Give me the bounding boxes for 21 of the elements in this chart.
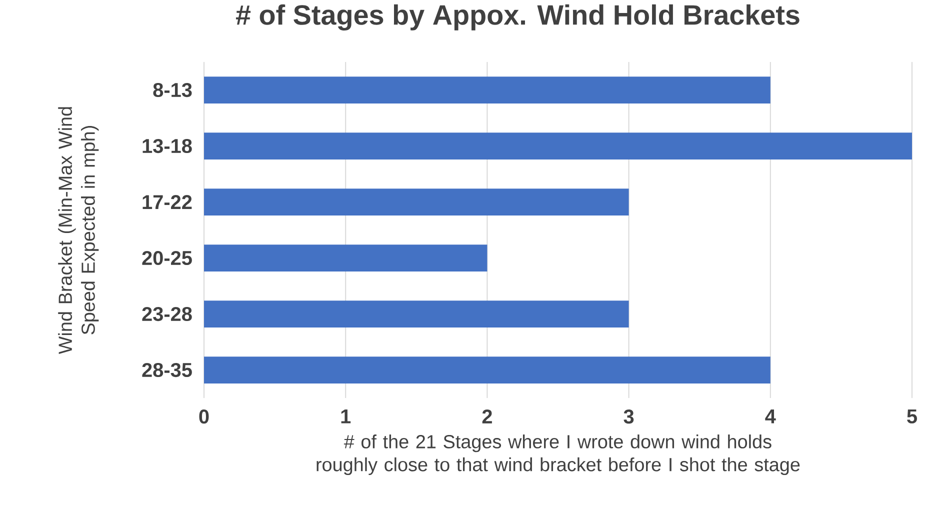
chart-title: # of Stages by Appox. Wind Hold Brackets <box>236 4 800 31</box>
y-tick-label: 13-18 <box>142 138 192 154</box>
x-axis-title: # of the 21 Stages where I wrote down wind holds roughly close to that wind bracket before I shot the stage <box>316 434 800 476</box>
x-tick-label: 1 <box>341 410 351 424</box>
y-tick-label: 20-25 <box>142 250 192 266</box>
bar <box>204 356 770 384</box>
bar <box>204 300 629 328</box>
bar <box>204 76 770 104</box>
x-tick-label: 3 <box>624 410 634 424</box>
x-tick-label: 2 <box>482 410 492 424</box>
bar <box>204 188 629 216</box>
x-tick-label: 4 <box>765 410 776 424</box>
x-tick-label: 5 <box>907 410 917 424</box>
y-tick-label: 8-13 <box>153 82 192 98</box>
y-tick-label: 17-22 <box>142 195 192 209</box>
y-tick-label: 23-28 <box>142 306 192 322</box>
bar <box>204 132 912 160</box>
y-axis-title: Wind Bracket (Min-Max Wind Speed Expected in mph) <box>58 107 99 354</box>
y-tick-label: 28-35 <box>142 362 192 378</box>
bar <box>204 244 488 272</box>
x-tick-label: 0 <box>199 410 209 424</box>
